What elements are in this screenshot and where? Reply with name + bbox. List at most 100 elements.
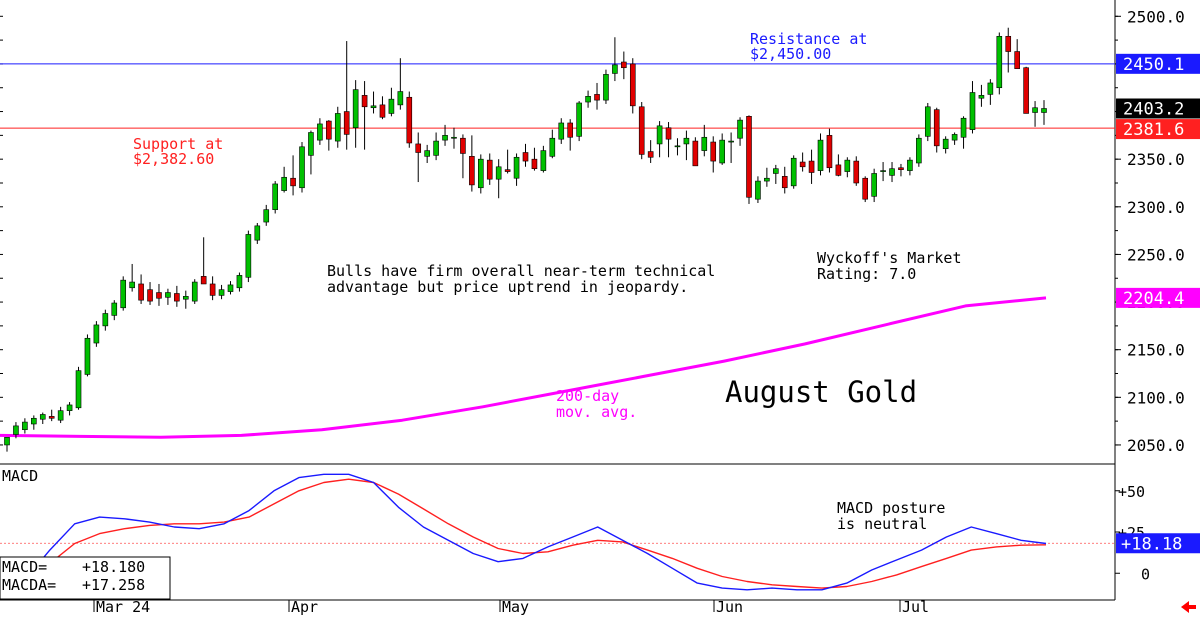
- candle-body: [424, 150, 430, 157]
- price-tag: 2403.2: [1116, 98, 1200, 119]
- candle: [245, 230, 252, 283]
- candle: [835, 154, 842, 177]
- candle-body: [835, 164, 842, 176]
- candle: [522, 143, 529, 167]
- macd-lines: [0, 473, 1047, 594]
- candle-body: [415, 143, 422, 153]
- candle: [31, 415, 37, 430]
- candle-body: [701, 136, 708, 151]
- candle: [460, 134, 466, 179]
- candle-body: [889, 168, 895, 176]
- candle-body: [39, 414, 46, 420]
- candle-body: [692, 140, 699, 167]
- macd-annotation-1: MACD posture: [837, 499, 945, 517]
- candle-body: [880, 170, 886, 172]
- x-label-apr: Apr: [291, 598, 318, 616]
- candle: [22, 418, 28, 434]
- macd-tag-bg: [1116, 533, 1200, 554]
- candle: [236, 272, 243, 292]
- candle-body: [93, 324, 100, 344]
- candle-body: [951, 134, 958, 141]
- price-tick-label: 2350.0: [1127, 150, 1185, 169]
- candle-body: [755, 180, 761, 200]
- candle-body: [156, 292, 162, 299]
- candle: [871, 168, 877, 203]
- candle-body: [853, 160, 860, 184]
- candle: [862, 176, 869, 203]
- x-label-may: May: [502, 598, 529, 616]
- candle-body: [790, 157, 797, 187]
- candle-body: [1005, 35, 1012, 52]
- candle: [996, 32, 1003, 95]
- candle: [951, 132, 958, 145]
- candle-body: [317, 123, 323, 141]
- candle: [174, 285, 180, 307]
- candle: [701, 124, 708, 157]
- candle-body: [969, 92, 976, 130]
- macd-tick-label: 0: [1141, 565, 1150, 583]
- candle: [13, 422, 19, 439]
- candle: [75, 366, 82, 410]
- candle-body: [272, 183, 278, 210]
- candle: [933, 107, 940, 153]
- candle-body: [764, 177, 770, 182]
- macd-price-tag: +18.18: [1116, 533, 1200, 554]
- candle-body: [460, 137, 466, 154]
- candle-body: [1041, 108, 1047, 113]
- candle: [567, 119, 573, 151]
- candle: [764, 167, 770, 187]
- candle-body: [621, 61, 627, 69]
- price-tag-bg: [1116, 98, 1200, 119]
- candle: [1014, 39, 1020, 69]
- candle-body: [182, 296, 189, 300]
- candle: [200, 237, 207, 285]
- candle-body: [200, 276, 207, 285]
- ma-label-2: mov. avg.: [556, 403, 637, 421]
- candle: [692, 137, 699, 167]
- candle-body: [799, 161, 806, 168]
- candle: [317, 118, 323, 145]
- candle-body: [683, 137, 690, 145]
- candle-body: [388, 98, 395, 114]
- candle-body: [433, 140, 439, 156]
- candle-body: [299, 146, 305, 189]
- candle: [326, 120, 332, 151]
- candle: [844, 157, 851, 178]
- candle-body: [540, 150, 547, 171]
- candle: [737, 117, 743, 146]
- candle: [817, 133, 824, 176]
- candle-body: [978, 95, 985, 99]
- candle: [710, 136, 717, 173]
- candle-body: [504, 169, 511, 172]
- candle: [209, 276, 216, 301]
- price-tag-text: 2403.2: [1123, 99, 1184, 119]
- candle-body: [638, 106, 645, 155]
- candle: [156, 283, 162, 306]
- candle-body: [531, 158, 538, 170]
- candle-body: [746, 116, 752, 198]
- candle-body: [1023, 67, 1029, 114]
- arrow-left-icon[interactable]: [1181, 601, 1196, 613]
- candle: [308, 130, 314, 175]
- candle: [907, 157, 913, 176]
- candle: [629, 58, 636, 114]
- candle: [469, 135, 475, 192]
- candle-body: [647, 151, 654, 158]
- candle: [889, 162, 895, 183]
- candle-body: [227, 284, 234, 292]
- candle: [594, 82, 600, 110]
- candle: [290, 155, 296, 196]
- ma-label-1: 200-day: [556, 387, 619, 405]
- candle-body: [728, 140, 734, 143]
- candle-body: [263, 209, 270, 223]
- candle-body: [451, 136, 457, 139]
- candle-body: [120, 279, 127, 309]
- macda-legend-label: MACDA=: [2, 576, 56, 594]
- candle-body: [191, 281, 198, 302]
- candle: [361, 81, 368, 150]
- candle: [656, 121, 663, 158]
- candle: [191, 279, 198, 304]
- price-tick-label: 2100.0: [1127, 388, 1185, 407]
- candle: [424, 144, 430, 163]
- price-tag-text: 2204.4: [1123, 289, 1184, 309]
